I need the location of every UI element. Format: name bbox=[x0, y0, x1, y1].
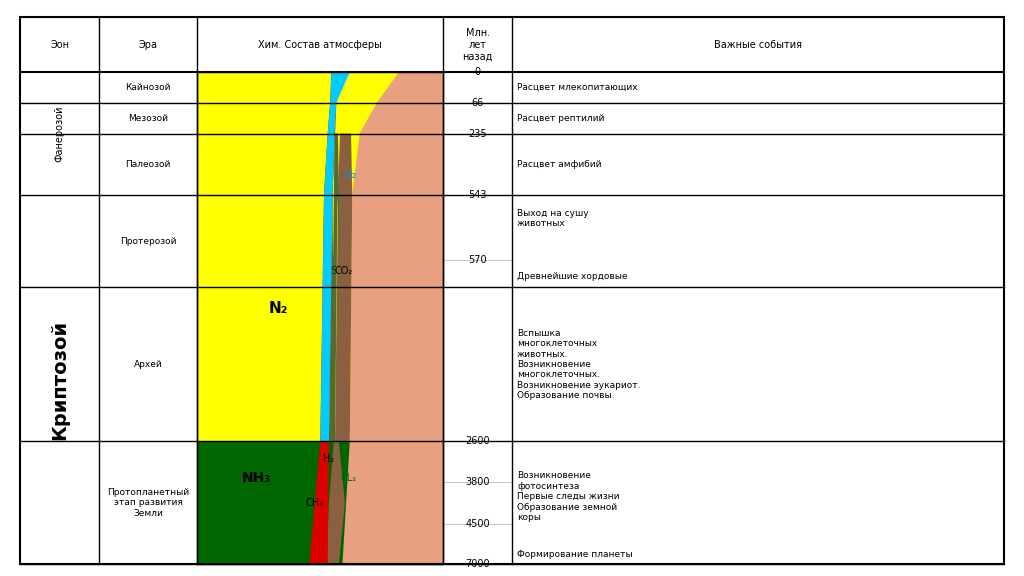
Text: Важные события: Важные события bbox=[714, 40, 802, 50]
Polygon shape bbox=[338, 72, 443, 564]
Bar bbox=[198, 72, 443, 564]
Text: N₂: N₂ bbox=[269, 301, 288, 316]
Text: Вспышка
многоклеточных
животных.
Возникновение
многоклеточных.
Возникновение эук: Вспышка многоклеточных животных. Возникн… bbox=[517, 329, 641, 400]
Text: Млн.
лет
назад: Млн. лет назад bbox=[463, 28, 493, 61]
Text: Криптозой: Криптозой bbox=[50, 320, 70, 440]
Text: 543: 543 bbox=[468, 190, 486, 200]
Text: 0: 0 bbox=[474, 67, 480, 77]
Text: Расцвет рептилий: Расцвет рептилий bbox=[517, 113, 604, 123]
Text: NH₃: NH₃ bbox=[242, 471, 271, 486]
Bar bbox=[198, 441, 375, 564]
Text: CL₂: CL₂ bbox=[341, 473, 356, 483]
Polygon shape bbox=[335, 134, 352, 441]
Text: Древнейшие хордовые: Древнейшие хордовые bbox=[517, 272, 628, 281]
Text: Протерозой: Протерозой bbox=[120, 237, 176, 246]
Text: 7000: 7000 bbox=[465, 559, 489, 570]
Text: Эра: Эра bbox=[139, 40, 158, 50]
Text: Формирование планеты: Формирование планеты bbox=[517, 550, 633, 559]
Text: Мезозой: Мезозой bbox=[128, 113, 168, 123]
Text: Хим. Состав атмосферы: Хим. Состав атмосферы bbox=[258, 40, 382, 50]
Text: 570: 570 bbox=[468, 255, 486, 265]
Polygon shape bbox=[327, 441, 345, 564]
Polygon shape bbox=[299, 72, 350, 441]
Text: Протопланетный
этап развития
Земли: Протопланетный этап развития Земли bbox=[108, 488, 189, 518]
Text: 2600: 2600 bbox=[465, 437, 489, 446]
Text: 4500: 4500 bbox=[465, 519, 489, 529]
Text: CH₄: CH₄ bbox=[305, 498, 324, 508]
Text: Фанерозой: Фанерозой bbox=[55, 105, 65, 162]
Text: 3800: 3800 bbox=[465, 477, 489, 487]
Polygon shape bbox=[329, 134, 340, 441]
Text: Эон: Эон bbox=[50, 40, 70, 50]
Bar bbox=[370, 441, 419, 564]
Text: Расцвет амфибий: Расцвет амфибий bbox=[517, 160, 602, 169]
Text: Палеозой: Палеозой bbox=[126, 160, 171, 169]
Text: 66: 66 bbox=[471, 98, 483, 108]
Text: Кайнозой: Кайнозой bbox=[126, 83, 171, 92]
Text: O₂: O₂ bbox=[343, 170, 356, 180]
Text: Архей: Архей bbox=[134, 360, 163, 369]
Bar bbox=[198, 72, 443, 564]
Text: S: S bbox=[331, 267, 337, 276]
Text: Расцвет млекопитающих: Расцвет млекопитающих bbox=[517, 83, 638, 92]
Text: H₂: H₂ bbox=[324, 453, 335, 464]
Text: Выход на сушу
животных: Выход на сушу животных bbox=[517, 209, 589, 228]
Text: 235: 235 bbox=[468, 128, 486, 139]
Text: Возникновение
фотосинтеза
Первые следы жизни
Образование земной
коры: Возникновение фотосинтеза Первые следы ж… bbox=[517, 472, 620, 522]
Text: CO₂: CO₂ bbox=[335, 267, 353, 276]
Polygon shape bbox=[309, 72, 336, 564]
